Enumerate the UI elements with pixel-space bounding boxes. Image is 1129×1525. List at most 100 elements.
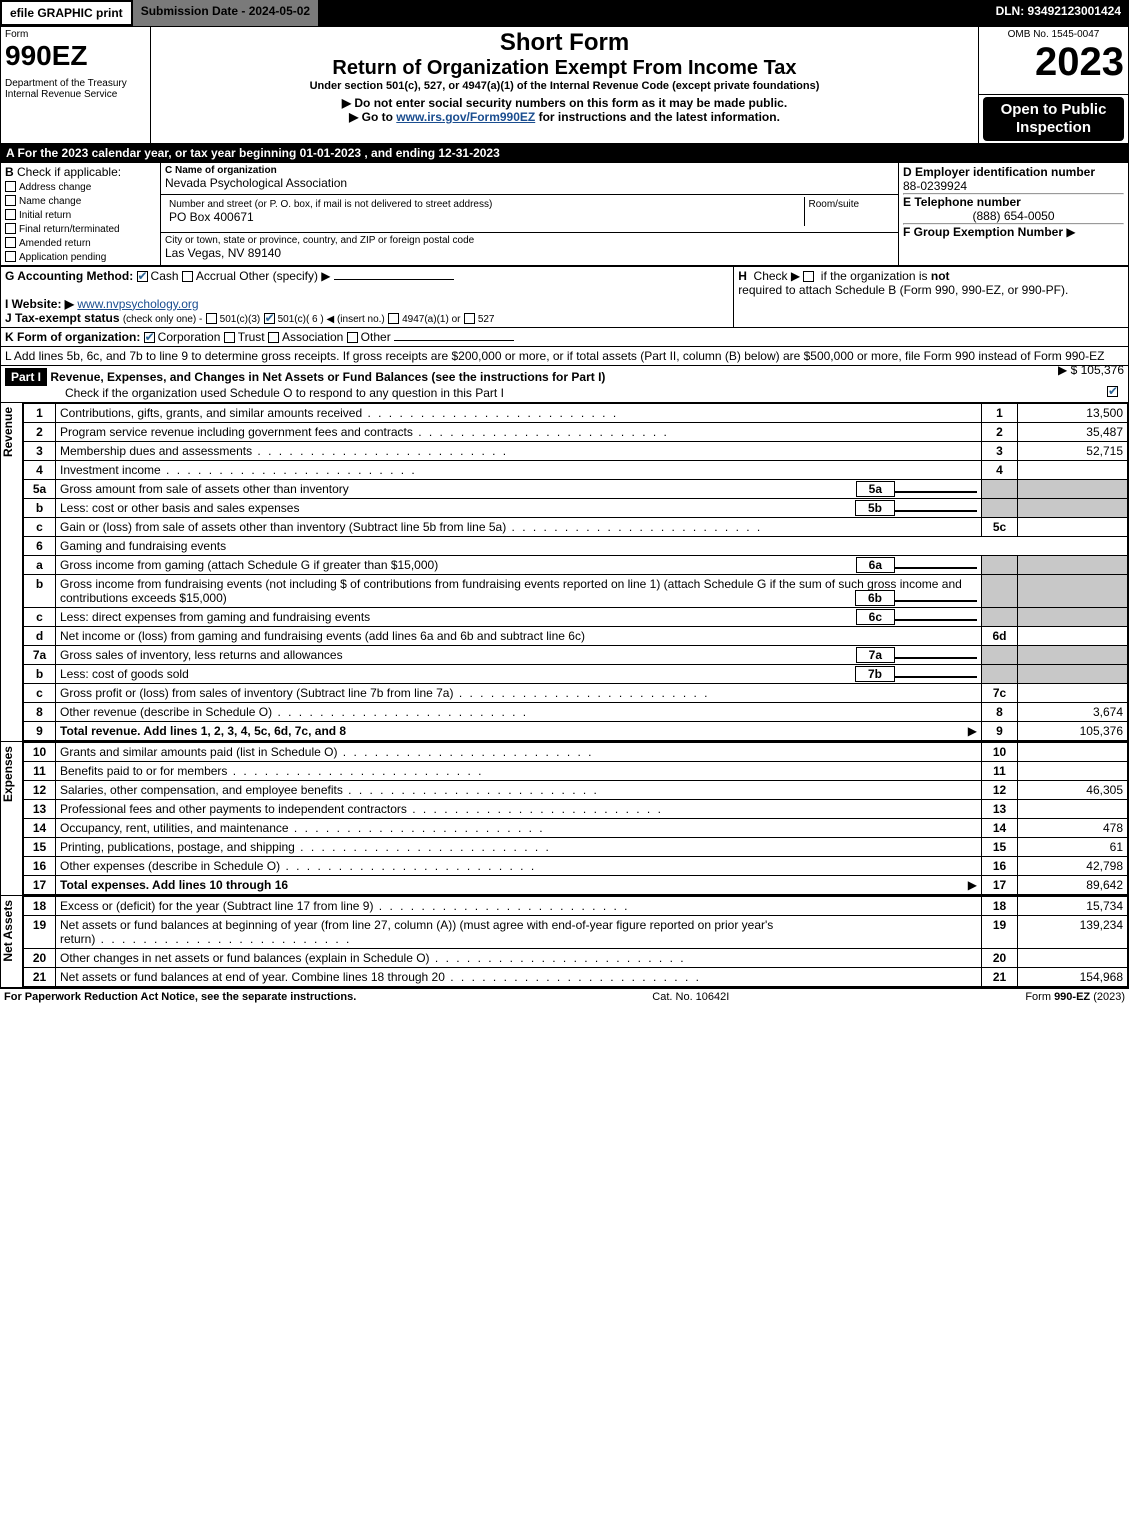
part-i-check-o: Check if the organization used Schedule … [65,386,504,400]
line-5b-desc: Less: cost or other basis and sales expe… [60,501,299,515]
footer-catno: Cat. No. 10642I [652,991,729,1003]
checkbox-schedule-b-not-required[interactable] [803,271,814,282]
line-15-desc: Printing, publications, postage, and shi… [56,837,982,856]
line-18-col: 18 [982,896,1018,915]
irs-link[interactable]: www.irs.gov/Form990EZ [396,110,535,124]
checkbox-association[interactable] [268,332,279,343]
line-6a-num: a [24,555,56,574]
checkbox-4947[interactable] [388,313,399,324]
section-a-taxyear: A For the 2023 calendar year, or tax yea… [0,144,1129,162]
opt-other-org: Other [361,330,391,344]
line-5b-col-shade [982,498,1018,517]
section-f-label: F Group Exemption Number [903,225,1063,239]
checkbox-accrual[interactable] [182,271,193,282]
line-8-num: 8 [24,702,56,721]
line-5c-col: 5c [982,517,1018,536]
checkbox-initial-return[interactable] [5,209,16,220]
section-c-label: C Name of organization [165,165,277,176]
line-10-desc: Grants and similar amounts paid (list in… [56,742,982,761]
line-6c-amt-shade [1018,607,1128,626]
form-header: Form 990EZ Department of the Treasury In… [0,26,1129,144]
checkbox-final-return[interactable] [5,223,16,234]
line-6a-sub: 6a [856,557,895,573]
city-label: City or town, state or province, country… [165,235,894,246]
section-i-label: I Website: ▶ [5,297,74,311]
line-1-amount: 13,500 [1018,403,1128,422]
section-h-check: Check ▶ [754,269,801,283]
line-17-num: 17 [24,875,56,894]
opt-501c3: 501(c)(3) [220,314,261,325]
line-7a-num: 7a [24,645,56,664]
opt-cash: Cash [151,269,179,283]
checkbox-amended-return[interactable] [5,237,16,248]
line-18-amount: 15,734 [1018,896,1128,915]
line-16-num: 16 [24,856,56,875]
part-i-badge: Part I [5,368,47,386]
line-9-amount: 105,376 [1018,721,1128,740]
line-6c-desc: Less: direct expenses from gaming and fu… [60,610,370,624]
line-20-desc: Other changes in net assets or fund bala… [56,948,982,967]
website-link[interactable]: www.nvpsychology.org [77,297,198,311]
line-1-desc: Contributions, gifts, grants, and simila… [56,403,982,422]
line-14-col: 14 [982,818,1018,837]
line-7b-subval [895,676,977,678]
checkbox-other-org[interactable] [347,332,358,343]
line-6c-num: c [24,607,56,626]
line-1-num: 1 [24,403,56,422]
line-5a-subval [895,491,977,493]
line-6d-amount [1018,626,1128,645]
checkbox-cash[interactable] [137,271,148,282]
line-9-desc: Total revenue. Add lines 1, 2, 3, 4, 5c,… [60,724,346,738]
line-1-col: 1 [982,403,1018,422]
line-6c-sub: 6c [856,609,895,625]
line-3-desc: Membership dues and assessments [56,441,982,460]
line-6b-desc: Gross income from fundraising events (no… [60,577,962,605]
form-number: 990EZ [5,40,146,72]
line-7c-num: c [24,683,56,702]
line-16-col: 16 [982,856,1018,875]
org-name: Nevada Psychological Association [165,176,894,190]
goto-label: Go to [362,110,397,124]
line-19-col: 19 [982,915,1018,948]
line-4-amount [1018,460,1128,479]
checkbox-name-change[interactable] [5,195,16,206]
checkbox-address-change[interactable] [5,181,16,192]
section-k-label: K Form of organization: [5,330,140,344]
line-13-num: 13 [24,799,56,818]
opt-corporation: Corporation [158,330,221,344]
checkbox-application-pending[interactable] [5,251,16,262]
line-12-col: 12 [982,780,1018,799]
line-3-amount: 52,715 [1018,441,1128,460]
line-19-amount: 139,234 [1018,915,1128,948]
line-7a-sub: 7a [856,647,895,663]
line-14-amount: 478 [1018,818,1128,837]
line-12-desc: Salaries, other compensation, and employ… [56,780,982,799]
checkbox-trust[interactable] [224,332,235,343]
part-i-table: Revenue 1Contributions, gifts, grants, a… [0,403,1129,988]
part-i-title: Revenue, Expenses, and Changes in Net As… [50,370,605,384]
city-state-zip: Las Vegas, NV 89140 [165,246,894,260]
dln-number: DLN: 93492123001424 [988,0,1129,26]
checkbox-501c[interactable] [264,313,275,324]
line-6b-sub: 6b [855,590,895,606]
checkbox-corporation[interactable] [144,332,155,343]
ssn-warning: Do not enter social security numbers on … [155,96,974,110]
line-5a-sub: 5a [856,481,895,497]
check-if-applicable: Check if applicable: [17,165,121,179]
line-7c-col: 7c [982,683,1018,702]
line-8-desc: Other revenue (describe in Schedule O) [56,702,982,721]
checkbox-501c3[interactable] [206,313,217,324]
goto-tail: for instructions and the latest informat… [535,110,780,124]
checkbox-527[interactable] [464,313,475,324]
opt-501c: 501(c)( 6 ) ◀ (insert no.) [278,314,385,325]
checkbox-schedule-o-used[interactable] [1107,386,1118,397]
line-6a-amt-shade [1018,555,1128,574]
line-15-num: 15 [24,837,56,856]
netassets-section-label: Net Assets [1,896,15,966]
line-6b-amt-shade [1018,574,1128,607]
line-14-desc: Occupancy, rent, utilities, and maintena… [56,818,982,837]
section-l-text: L Add lines 5b, 6c, and 7b to line 9 to … [5,349,1104,363]
line-16-desc: Other expenses (describe in Schedule O) [56,856,982,875]
line-11-num: 11 [24,761,56,780]
line-5c-desc: Gain or (loss) from sale of assets other… [56,517,982,536]
